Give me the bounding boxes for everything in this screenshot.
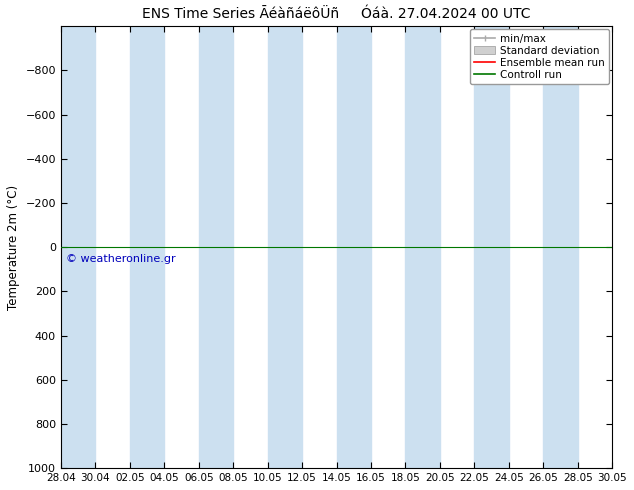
Bar bbox=[268, 26, 302, 468]
Bar bbox=[198, 26, 233, 468]
Y-axis label: Temperature 2m (°C): Temperature 2m (°C) bbox=[7, 185, 20, 310]
Bar bbox=[61, 26, 95, 468]
Bar bbox=[474, 26, 509, 468]
Title: ENS Time Series ĀéàñáëôÜñ     Óáà. 27.04.2024 00 UTC: ENS Time Series ĀéàñáëôÜñ Óáà. 27.04.202… bbox=[142, 7, 531, 21]
Text: © weatheronline.gr: © weatheronline.gr bbox=[66, 254, 176, 264]
Bar bbox=[337, 26, 371, 468]
Bar bbox=[543, 26, 578, 468]
Legend: min/max, Standard deviation, Ensemble mean run, Controll run: min/max, Standard deviation, Ensemble me… bbox=[470, 29, 609, 84]
Bar bbox=[130, 26, 164, 468]
Bar bbox=[406, 26, 440, 468]
